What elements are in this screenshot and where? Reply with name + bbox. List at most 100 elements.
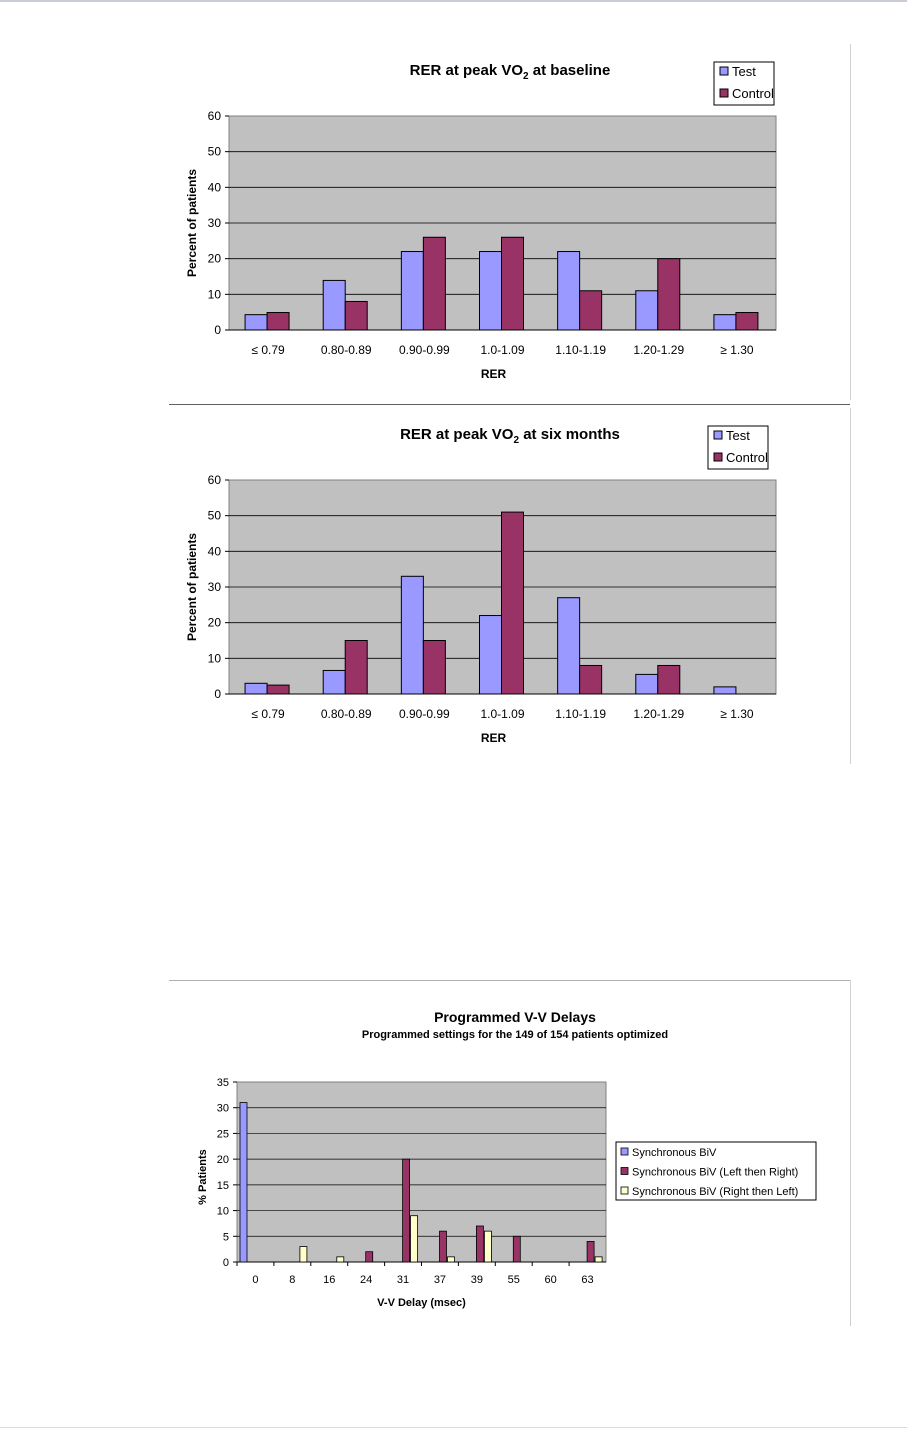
bar-control (501, 511, 524, 695)
y-tick-label: 10 (208, 651, 222, 665)
bar-series-1 (512, 1235, 521, 1263)
x-tick-label: 1.10-1.19 (555, 343, 606, 357)
x-axis-label: V-V Delay (msec) (377, 1297, 466, 1309)
x-tick-label: 1.0-1.09 (480, 707, 524, 721)
x-tick-label: 60 (545, 1274, 557, 1286)
legend-label: Synchronous BiV (632, 1147, 717, 1159)
x-tick-label: 1.0-1.09 (480, 343, 524, 357)
bar-test (557, 251, 581, 331)
legend: Test Control (713, 61, 775, 106)
chart-panel-vv-delays: Programmed V-V Delays Programmed settings… (169, 980, 850, 1326)
bar-control (657, 258, 681, 331)
page-top-border (0, 0, 907, 2)
bar-series-1 (586, 1241, 595, 1263)
bar-series-2 (410, 1215, 419, 1263)
bar-test (479, 615, 502, 695)
legend-swatch (719, 88, 729, 98)
legend-swatch (620, 1186, 629, 1195)
y-tick-label: 10 (217, 1206, 229, 1218)
y-tick-label: 40 (208, 180, 222, 194)
x-tick-label: 39 (471, 1274, 483, 1286)
x-tick-label: 1.20-1.29 (633, 707, 684, 721)
y-tick-label: 30 (217, 1103, 229, 1115)
bar-test (244, 314, 268, 331)
bar-test (713, 314, 737, 331)
legend-label: Synchronous BiV (Left then Right) (632, 1167, 798, 1179)
bar-series-1 (365, 1251, 374, 1263)
chart-baseline: RER at peak VO2 at baseline 0 10 20 30 40 50 60… (185, 61, 777, 381)
y-tick-label: 30 (208, 216, 222, 230)
bar-series-2 (483, 1230, 492, 1263)
panel-right-edge (850, 44, 851, 400)
chart-title: RER at peak VO2 at six months (400, 426, 620, 446)
bar-control (657, 664, 681, 695)
x-tick-label: 24 (360, 1274, 372, 1286)
bar-series-2 (336, 1256, 345, 1263)
bar-control (422, 236, 446, 331)
legend-swatch (713, 452, 723, 462)
legend-box (615, 1141, 817, 1201)
legend: Test Control (707, 425, 769, 470)
legend-label: Control (726, 450, 768, 465)
bar-test (400, 251, 424, 331)
y-tick-label: 0 (214, 323, 221, 337)
bar-test (400, 575, 424, 695)
y-tick-label: 50 (208, 145, 222, 159)
bar-series-1 (475, 1225, 484, 1263)
bar-series-1 (402, 1158, 411, 1263)
y-tick-label: 0 (214, 687, 221, 701)
y-tick-label: 30 (208, 580, 222, 594)
panel-right-edge (850, 980, 851, 1326)
x-tick-label: 0.90-0.99 (399, 707, 450, 721)
legend-label: Test (732, 64, 756, 79)
legend-label: Synchronous BiV (Right then Left) (632, 1186, 798, 1198)
chart-panel-baseline: RER at peak VO2 at baseline 0 10 20 30 40 50 60… (169, 44, 850, 400)
y-tick-label: 10 (208, 287, 222, 301)
bar-test (635, 673, 659, 695)
y-tick-label: 40 (208, 544, 222, 558)
y-tick-label: 35 (217, 1077, 229, 1089)
panel-right-edge (850, 408, 851, 764)
bar-control (266, 684, 290, 695)
y-axis-label: Percent of patients (185, 533, 199, 641)
bar-series-2 (447, 1256, 455, 1263)
bar-test (635, 290, 659, 331)
chart-six-months: RER at peak VO2 at six months 0 10 20 30 40 50… (185, 425, 777, 745)
bar-control (344, 300, 368, 331)
legend-swatch (620, 1167, 629, 1175)
x-tick-label: 63 (581, 1274, 593, 1286)
x-tick-label: ≤ 0.79 (251, 343, 285, 357)
legend-label: Test (726, 428, 750, 443)
x-tick-label: 0.90-0.99 (399, 343, 450, 357)
bar-test (322, 279, 346, 331)
bar-test (557, 597, 581, 695)
legend-swatch (713, 430, 723, 440)
x-tick-label: 0.80-0.89 (321, 707, 372, 721)
x-tick-label: 1.10-1.19 (555, 707, 606, 721)
x-tick-label: ≥ 1.30 (720, 343, 754, 357)
plot-area (236, 1081, 607, 1263)
bar-series-0 (239, 1102, 248, 1263)
bar-control (501, 236, 524, 331)
y-tick-label: 25 (217, 1128, 229, 1140)
chart-title: RER at peak VO2 at baseline (410, 62, 611, 82)
y-tick-label: 20 (217, 1154, 229, 1166)
x-tick-label: 8 (289, 1274, 295, 1286)
legend-swatch (620, 1147, 629, 1156)
x-tick-label: 16 (323, 1274, 335, 1286)
y-tick-label: 60 (208, 473, 222, 487)
chart-title: Programmed V-V Delays (434, 1009, 596, 1025)
chart-separator (169, 404, 850, 405)
chart-panel-six-months: RER at peak VO2 at six months 0 10 20 30 40 50… (169, 408, 850, 764)
x-tick-label: ≤ 0.79 (251, 707, 285, 721)
y-tick-label: 20 (208, 616, 222, 630)
y-tick-label: 15 (217, 1180, 229, 1192)
bar-control (735, 312, 759, 331)
y-axis-label: % Patients (197, 1149, 209, 1205)
x-tick-label: 0.80-0.89 (321, 343, 372, 357)
y-tick-label: 0 (223, 1257, 229, 1269)
x-tick-label: ≥ 1.30 (720, 707, 754, 721)
legend-swatch (719, 66, 729, 76)
bar-control (579, 290, 603, 331)
x-tick-label: 0 (252, 1274, 258, 1286)
